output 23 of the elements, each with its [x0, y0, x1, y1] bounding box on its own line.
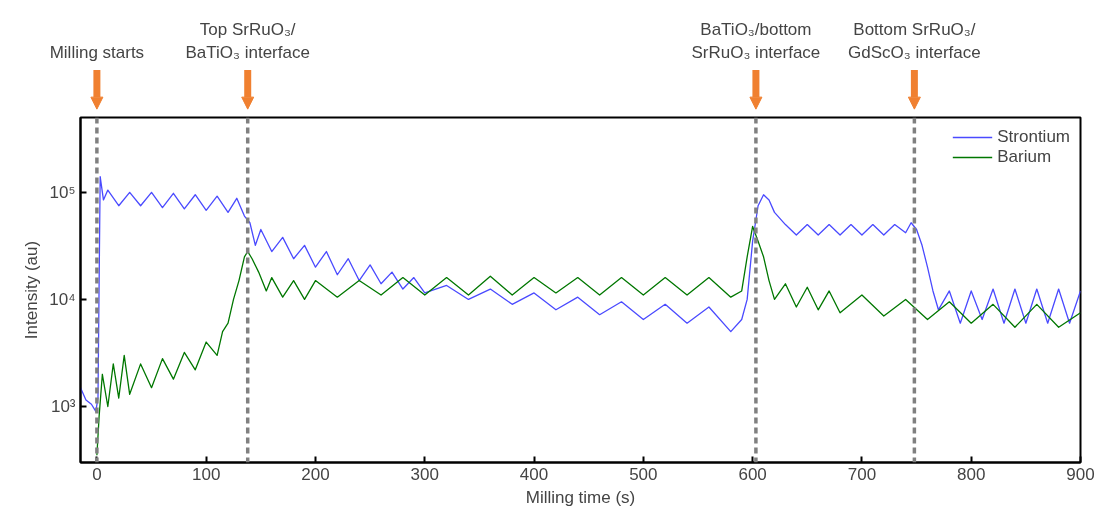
x-tick-label: 400	[519, 464, 549, 484]
line-series	[80, 176, 1081, 413]
x-tick-label: 700	[847, 464, 877, 484]
x-tick-label: 300	[410, 464, 439, 484]
ref-line-label: Bottom SrRuO₃/ GdScO₃ interface	[848, 20, 981, 63]
y-tick-label: 10⁴	[49, 289, 76, 309]
y-axis-title: Intensity (au)	[22, 240, 42, 340]
legend-label: Barium	[997, 147, 1052, 167]
x-tick-label: 200	[301, 464, 330, 484]
y-tick-label: 10⁵	[49, 182, 76, 202]
line-series	[96, 225, 1081, 456]
ref-line-label: Top SrRuO₃/ BaTiO₃ interface	[185, 20, 310, 63]
x-tick-label: 900	[1066, 464, 1095, 484]
ref-line-label: Milling starts	[49, 43, 145, 63]
ref-line-label: BaTiO₃/bottom SrRuO₃ interface	[691, 20, 821, 63]
x-axis-title: Milling time (s)	[525, 487, 636, 507]
x-tick-label: 500	[629, 464, 658, 484]
x-tick-label: 800	[957, 464, 986, 484]
x-tick-label: 100	[192, 464, 221, 484]
x-tick-label: 0	[92, 464, 102, 484]
legend-label: Strontium	[997, 127, 1070, 147]
x-tick-label: 600	[738, 464, 767, 484]
y-tick-label: 10³	[50, 397, 76, 417]
